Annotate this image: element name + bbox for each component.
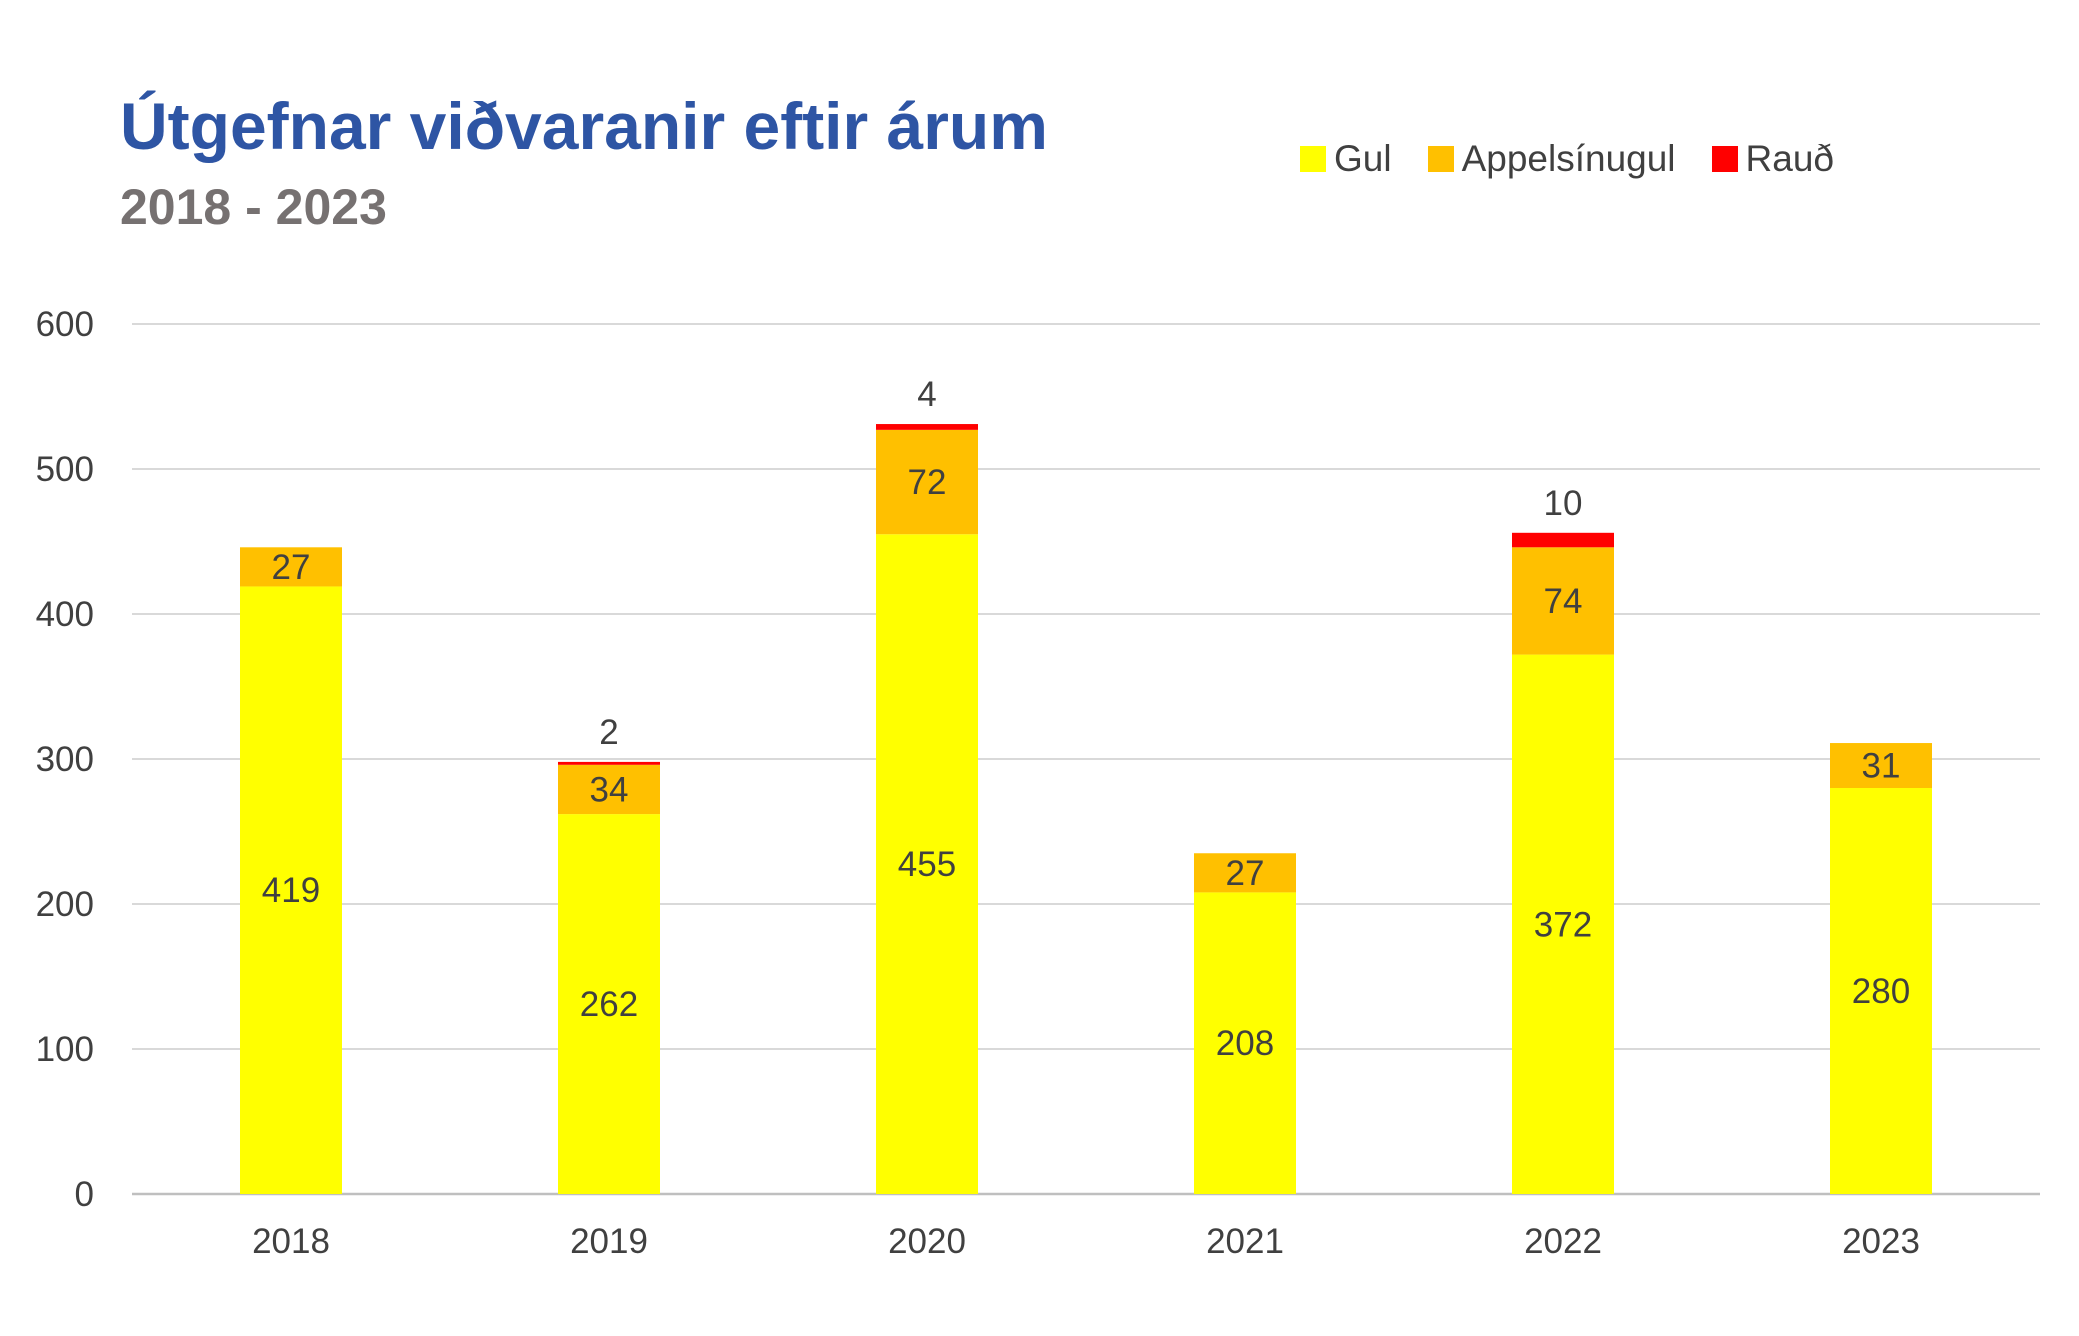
- y-tick-label: 300: [36, 740, 94, 779]
- y-tick-label: 600: [36, 305, 94, 344]
- bar-appelsnugul-2018: [240, 547, 342, 587]
- x-tick-label: 2022: [1524, 1222, 1602, 1261]
- bar-rau-2019: [558, 761, 660, 765]
- data-label-gul-2021: 208: [1216, 1024, 1274, 1063]
- data-label-appelsnugul-2023: 31: [1862, 747, 1901, 786]
- bar-rau-2020: [876, 424, 978, 430]
- data-label-appelsnugul-2018: 27: [272, 548, 311, 587]
- y-tick-label: 400: [36, 595, 94, 634]
- bar-gul-2018: [240, 586, 342, 1194]
- chart-subtitle: 2018 - 2023: [120, 179, 387, 235]
- legend-label-appelsinugul: Appelsínugul: [1461, 138, 1676, 179]
- legend-swatch-raud: [1711, 146, 1738, 172]
- bar-appelsnugul-2022: [1512, 547, 1614, 655]
- bar-appelsnugul-2021: [1194, 853, 1296, 893]
- chart-title: Útgefnar viðvaranir eftir árum: [120, 89, 1048, 163]
- data-label-rau-2022: 10: [1544, 484, 1583, 523]
- y-tick-label: 100: [36, 1030, 94, 1069]
- data-label-appelsnugul-2022: 74: [1544, 582, 1583, 621]
- y-tick-label: 500: [36, 450, 94, 489]
- x-tick-label: 2021: [1206, 1222, 1284, 1261]
- data-label-appelsnugul-2021: 27: [1226, 854, 1265, 893]
- legend-swatch-appelsinugul: [1427, 146, 1454, 172]
- data-label-gul-2020: 455: [898, 845, 956, 884]
- bar-rau-2022: [1512, 532, 1614, 548]
- data-label-appelsnugul-2020: 72: [908, 463, 947, 502]
- x-tick-label: 2023: [1842, 1222, 1920, 1261]
- data-label-gul-2022: 372: [1534, 905, 1592, 944]
- legend-label-raud: Rauð: [1745, 138, 1834, 179]
- data-label-gul-2023: 280: [1852, 972, 1910, 1011]
- y-tick-label: 0: [75, 1175, 94, 1214]
- chart-legend: Gul Appelsínugul Rauð: [1300, 138, 1870, 180]
- bar-appelsnugul-2019: [558, 764, 660, 815]
- legend-item-gul: Gul: [1300, 138, 1392, 180]
- bar-gul-2023: [1830, 788, 1932, 1194]
- y-tick-label: 200: [36, 885, 94, 924]
- legend-item-appelsinugul: Appelsínugul: [1427, 138, 1676, 180]
- data-label-gul-2019: 262: [580, 985, 638, 1024]
- bar-gul-2022: [1512, 654, 1614, 1194]
- x-tick-label: 2020: [888, 1222, 966, 1261]
- bar-appelsnugul-2020: [876, 429, 978, 535]
- data-label-gul-2018: 419: [262, 871, 320, 910]
- bar-gul-2021: [1194, 892, 1296, 1194]
- data-label-rau-2019: 2: [599, 713, 618, 752]
- bar-appelsnugul-2023: [1830, 743, 1932, 788]
- x-tick-label: 2019: [570, 1222, 648, 1261]
- legend-label-gul: Gul: [1334, 138, 1392, 179]
- bar-gul-2019: [558, 814, 660, 1194]
- legend-swatch-gul: [1300, 146, 1326, 172]
- x-tick-label: 2018: [252, 1222, 330, 1261]
- legend-item-raud: Rauð: [1711, 138, 1834, 180]
- data-label-appelsnugul-2019: 34: [590, 770, 629, 809]
- data-label-rau-2020: 4: [917, 375, 936, 414]
- bar-gul-2020: [876, 534, 978, 1194]
